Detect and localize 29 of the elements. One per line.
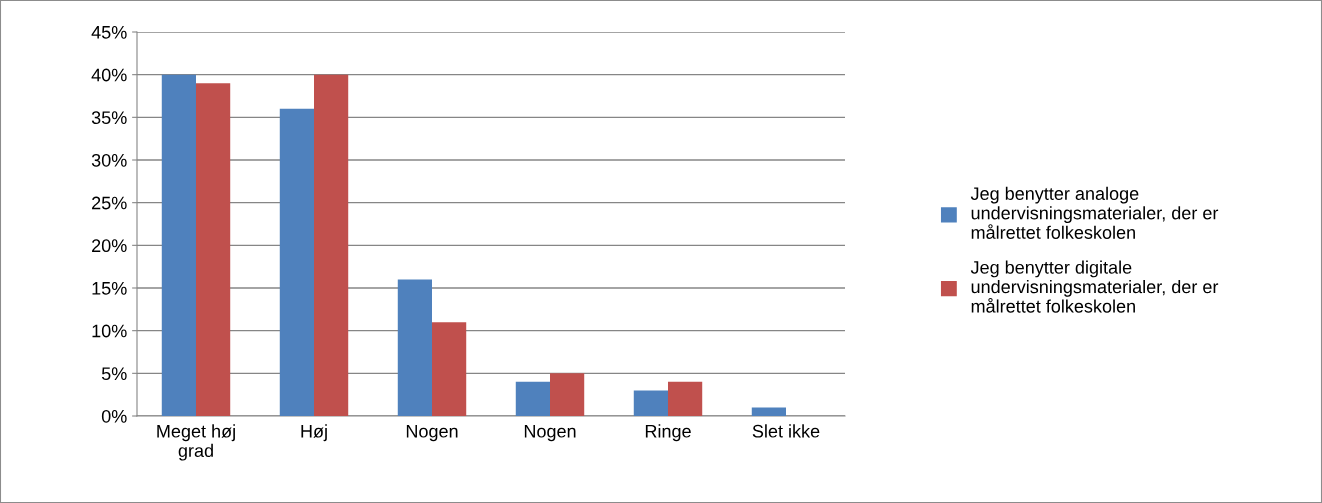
y-tick-label: 10% (92, 324, 127, 338)
bar (161, 74, 196, 416)
y-tick-label: 45% (91, 26, 127, 39)
bar (314, 74, 349, 416)
y-tick-label: 15% (92, 282, 127, 295)
bar (550, 373, 585, 416)
x-tick-label: Nogen (406, 425, 458, 442)
x-tick-label: Ringe (645, 424, 691, 442)
bar (633, 390, 668, 416)
x-tick-label: Slet ikke (752, 424, 820, 438)
y-tick-label: 40% (91, 68, 127, 82)
bar (432, 322, 467, 416)
x-tick-label: Meget høj grad (157, 424, 235, 461)
bar (196, 83, 231, 416)
bar (751, 407, 786, 416)
y-tick-label: 25% (92, 196, 127, 210)
y-tick-label: 30% (91, 153, 127, 167)
y-tick-label: 20% (92, 239, 127, 253)
bar (668, 381, 703, 416)
legend-label: Jeg benytter analoge undervisningsmaterialer, der er målrettet folkeskolen (970, 186, 1219, 239)
y-tick-label: 5% (101, 367, 127, 381)
x-tick-label: Høj (301, 424, 327, 442)
bar (279, 108, 314, 416)
bar (515, 381, 550, 416)
bar (397, 279, 432, 416)
x-tick-label: Nogen (524, 425, 576, 442)
y-tick-label: 0% (101, 409, 127, 423)
y-tick-label: 35% (91, 111, 127, 125)
legend-label: Jeg benytter digitale undervisningsmaterialer, der er målrettet folkeskolen (970, 260, 1219, 313)
